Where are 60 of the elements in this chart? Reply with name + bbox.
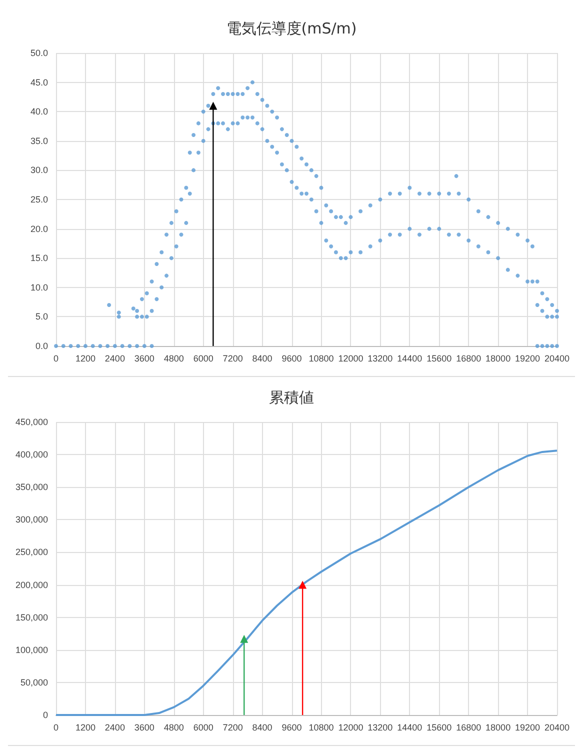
y-tick-label: 350,000 [15,482,48,492]
x-tick-label: 16800 [456,722,482,732]
y-tick-label: 0 [42,710,48,720]
x-tick-label: 0 [53,354,59,364]
x-tick-label: 14400 [397,354,422,364]
x-tick-label: 19200 [515,722,540,732]
x-tick-label: 7200 [222,354,243,364]
x-tick-label: 15600 [426,354,452,364]
x-tick-label: 19200 [515,354,540,364]
y-tick-label: 25.0 [30,194,48,204]
x-tick-label: 4800 [164,722,184,732]
y-tick-label: 40.0 [30,106,48,117]
x-tick-label: 8400 [252,722,272,732]
y-tick-label: 100,000 [15,644,48,655]
x-tick-label: 2400 [104,354,125,364]
x-tick-label: 10800 [308,722,334,732]
x-tick-label: 20400 [544,722,570,732]
x-tick-label: 20400 [544,354,570,364]
y-tick-label: 0.0 [35,341,48,351]
x-tick-label: 6000 [193,354,214,364]
x-tick-label: 1200 [75,722,96,732]
y-tick-label: 45.0 [30,77,48,88]
x-tick-label: 10800 [308,354,334,364]
x-tick-label: 7200 [222,722,243,732]
y-tick-label: 450,000 [15,417,48,427]
x-tick-label: 3600 [134,722,154,732]
x-tick-label: 14400 [397,722,422,732]
x-tick-label: 1200 [75,354,96,364]
x-tick-label: 2400 [104,722,125,732]
chart-title: 電気伝導度(mS/m) [226,20,357,38]
y-tick-label: 30.0 [30,165,48,176]
x-tick-label: 13200 [368,354,393,364]
y-tick-label: 20.0 [30,224,48,234]
chart-title: 累積値 [269,388,314,406]
y-tick-label: 150,000 [15,612,48,622]
y-tick-label: 250,000 [15,547,48,558]
x-tick-label: 13200 [368,722,393,732]
x-tick-label: 12000 [338,354,364,364]
x-tick-label: 6000 [193,722,214,732]
y-tick-label: 10.0 [30,282,48,292]
y-tick-label: 50,000 [20,677,48,688]
x-tick-label: 16800 [456,354,482,364]
x-tick-label: 9600 [282,354,302,364]
y-tick-label: 35.0 [30,136,48,146]
y-tick-label: 5.0 [35,312,48,322]
x-tick-label: 0 [53,722,59,732]
y-tick-label: 15.0 [30,253,48,264]
x-tick-label: 9600 [282,722,302,732]
x-tick-label: 18000 [486,354,511,364]
line-series [55,450,558,716]
y-tick-label: 400,000 [15,450,48,460]
x-tick-label: 3600 [134,354,154,364]
x-tick-label: 15600 [426,722,452,732]
y-tick-label: 200,000 [15,580,48,590]
x-tick-label: 12000 [338,722,364,732]
x-tick-label: 8400 [252,354,272,364]
x-tick-label: 4800 [164,354,184,364]
x-tick-label: 18000 [486,722,511,732]
y-tick-label: 300,000 [15,514,48,525]
y-tick-label: 50.0 [30,48,48,58]
